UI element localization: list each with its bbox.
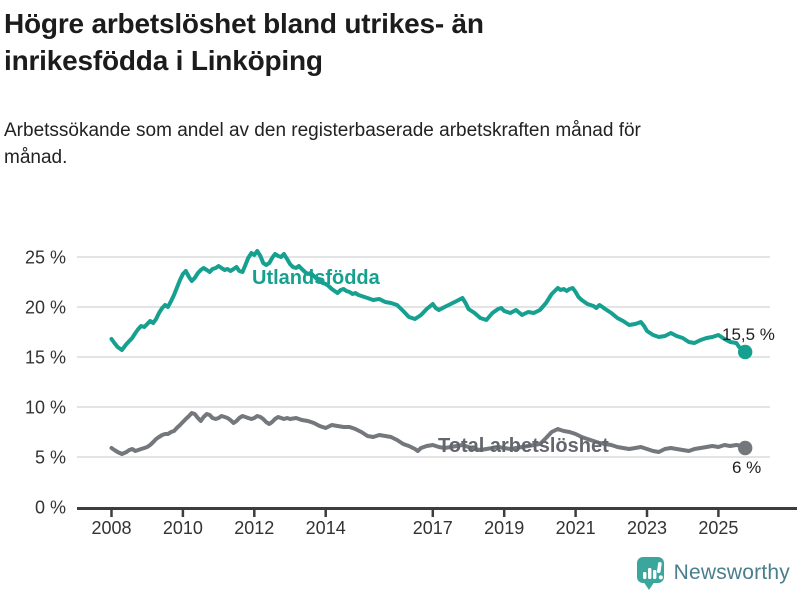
x-axis: 2008 2010 2012 2014 2017 2019 2021 2023 2025: [77, 507, 797, 538]
y-axis-tick-label: 0 %: [35, 498, 66, 518]
x-axis-tick-label: 2008: [91, 518, 131, 538]
end-value-label-utlandsfodda: 15,5 %: [722, 325, 775, 344]
y-axis-tick-label: 20 %: [25, 298, 66, 318]
newsworthy-attribution: Newsworthy: [635, 554, 790, 592]
y-axis-tick-label: 15 %: [25, 348, 66, 368]
end-dot-utlandsfodda: [737, 344, 753, 360]
series-label-total-arbetsloshet: Total arbetslöshet: [438, 435, 609, 457]
data-series: [109, 249, 753, 456]
end-dot-total: [737, 440, 753, 456]
x-axis-tick-label: 2021: [556, 518, 596, 538]
page-title: Högre arbetslöshet bland utrikes- än inr…: [4, 8, 484, 76]
y-axis-tick-label: 10 %: [25, 398, 66, 418]
newsworthy-brand-name: Newsworthy: [673, 561, 790, 584]
x-axis-tick-label: 2014: [306, 518, 346, 538]
x-axis-tick-label: 2017: [413, 518, 453, 538]
y-axis-tick-label: 5 %: [35, 448, 66, 468]
end-value-label-total: 6 %: [732, 458, 761, 477]
x-axis-tick-label: 2012: [234, 518, 274, 538]
line-utlandsfodda: [109, 249, 748, 354]
series-label-utlandsfodda: Utlandsfödda: [252, 267, 381, 289]
page-subtitle: Arbetssökande som andel av den registerb…: [4, 120, 641, 168]
x-axis-tick-label: 2025: [698, 518, 738, 538]
line-total-arbetsloshet: [109, 411, 748, 456]
newsworthy-logo-icon: [636, 557, 664, 590]
gridlines: 0 % 5 % 10 % 15 % 20 % 25 %: [25, 248, 770, 518]
x-axis-tick-label: 2010: [163, 518, 203, 538]
x-axis-tick-label: 2023: [627, 518, 667, 538]
x-axis-tick-label: 2019: [484, 518, 524, 538]
y-axis-tick-label: 25 %: [25, 248, 66, 268]
